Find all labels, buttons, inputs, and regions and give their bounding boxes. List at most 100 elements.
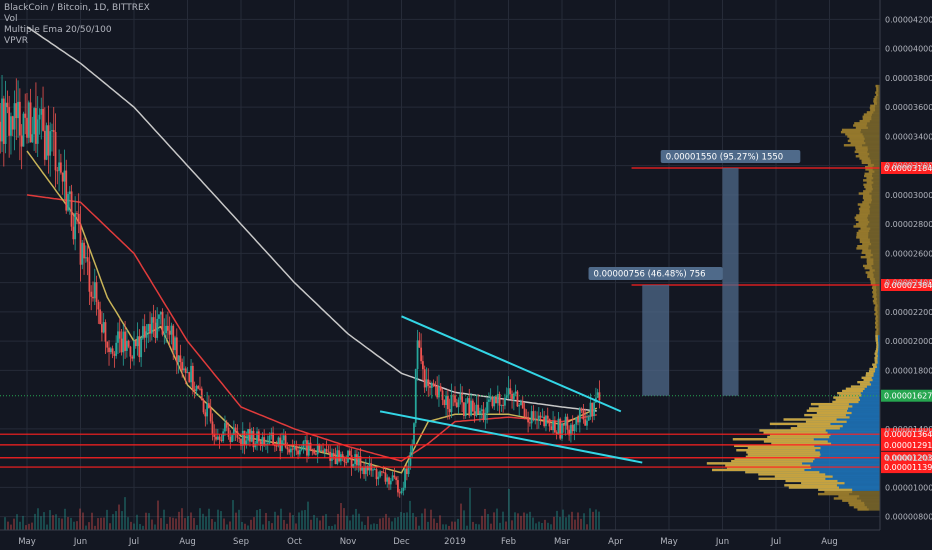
candle-body [0,121,2,142]
vpvr-bin-up [725,464,811,467]
candle-body [74,213,77,240]
vpvr-bin-up [759,429,826,432]
volume-bar [163,509,165,530]
candle-body [536,419,538,421]
vpvr-bin-up [859,157,870,160]
vpvr-bin-up [875,315,878,318]
candle-body [129,346,132,357]
candle-body [29,102,32,143]
vpvr-bin-up [858,220,870,224]
candle-body [425,379,428,388]
vpvr-bin [855,146,880,149]
candle-body [307,442,310,456]
vpvr-bin-up [873,297,877,301]
candle-body [24,113,27,118]
volume-bar [445,524,447,530]
volume-bar [256,510,258,530]
candle-body [436,385,439,398]
volume-indicator-label[interactable]: Vol [4,14,18,24]
vpvr-bin [845,133,880,136]
vpvr-bin-up [863,179,872,182]
horizontal-levels[interactable]: 0.00003184 0.00002384 0.00001364 0.00001291… [0,162,932,474]
vpvr-bin-up [873,100,877,103]
vpvr-bin [866,262,880,265]
volume-bar [10,524,12,530]
price-tick-label: 0.00002000 [885,337,932,346]
candle-body [188,372,191,383]
vpvr-bin-up [774,475,833,478]
price-level-tag-text: 0.00003184 [884,164,932,173]
vpvr-bin [849,503,880,507]
vpvr-bin [863,198,880,202]
candle-body [527,417,530,423]
volume-bar [289,512,291,530]
candle-body [459,393,462,400]
vpvr-bin-up [824,490,853,494]
vpvr-bin [875,84,880,88]
volume-bar [466,525,468,530]
vpvr-bin-up [864,172,873,176]
volume-bar [463,510,465,530]
volume-bar [577,512,579,530]
measure-box[interactable] [642,285,669,396]
candle-body [512,393,515,399]
vpvr-bin [853,225,880,228]
candle-body [261,437,264,446]
vpvr-bin-up [874,352,878,355]
candle-body [104,322,107,342]
price-tick-label: 0.00001000 [885,483,932,492]
symbol-title[interactable]: BlackCoin / Bitcoin, 1D, BITTREX [4,3,150,13]
measure-box[interactable] [722,168,739,396]
candle-body [17,101,19,119]
candle-body [555,432,558,435]
vpvr-bin [875,319,880,322]
candle-body [117,331,119,343]
ema-indicator-label[interactable]: Multiple Ema 20/50/100 [4,25,112,35]
price-tick-label: 0.00003800 [885,74,932,83]
vpvr-bin-up [745,455,820,458]
candle-body [118,331,121,339]
candle-body [329,451,332,461]
vpvr-indicator-label[interactable]: VPVR [4,36,28,46]
candle-body [286,447,289,450]
measurement-boxes[interactable]: 0.00000756 (46.48%) 756 0.00001550 (95.27… [588,150,801,396]
candle-body [580,408,583,411]
candle-body [136,336,139,347]
vpvr-bin-up [873,102,877,105]
candle-body [332,452,335,457]
vpvr-bin-up [862,249,872,252]
volume-bar [451,521,453,530]
volume-bar [364,524,366,530]
vpvr-bin-up [873,293,877,296]
price-tick-label: 0.00002400 [885,279,932,288]
candle-body [516,391,519,407]
vpvr-bin [860,205,880,208]
trendline[interactable] [401,315,622,413]
volume-bar [229,521,231,530]
vpvr-bin-up [747,453,821,456]
trendlines[interactable] [379,315,643,464]
vpvr-bin-up [859,212,870,215]
candle-body [234,427,237,432]
time-tick-label: Jun [715,537,729,547]
vpvr-bin-up [857,508,869,511]
volume-bar [493,512,495,530]
vpvr-bin [873,302,880,305]
vpvr-bin-up [874,359,878,362]
vpvr-bin-up [856,231,869,235]
candle-body [38,114,41,120]
candle-body [131,356,134,359]
candle-body [372,469,374,471]
trendline[interactable] [379,410,643,464]
candle-body [1,98,3,142]
vpvr-bin-up [850,141,866,145]
candle-body [43,130,46,160]
candle-body [496,394,499,404]
vpvr-bin-up [867,275,874,279]
vpvr-bin-up [855,126,868,129]
candle-body [598,392,601,401]
volume-bar [286,523,288,530]
vpvr-bin-up [763,431,828,434]
vpvr-bin [858,192,880,195]
